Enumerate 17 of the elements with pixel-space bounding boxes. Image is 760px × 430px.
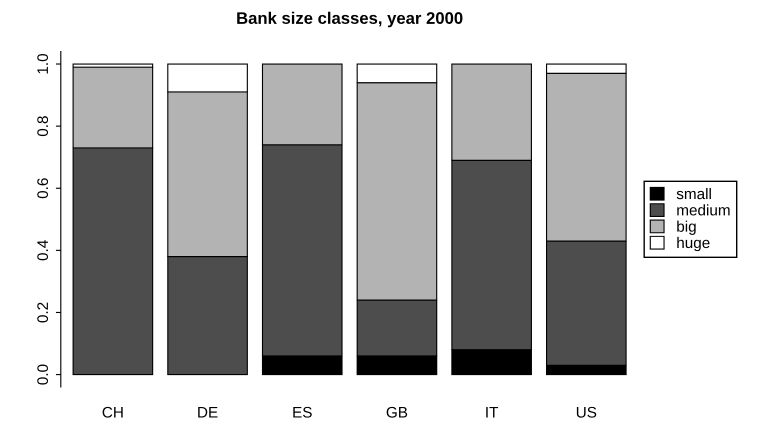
x-tick-label: CH	[102, 406, 123, 418]
x-tick-label: GB	[386, 406, 408, 418]
chart-title: Bank size classes, year 2000	[237, 12, 462, 28]
y-tick-label: 1.0	[37, 54, 48, 74]
y-tick-label: 0.6	[37, 178, 48, 198]
x-tick-label: IT	[486, 407, 498, 418]
x-tick-label: US	[576, 406, 596, 418]
x-tick-label: DE	[198, 407, 218, 418]
y-tick-label: 0.0	[37, 364, 48, 385]
legend-label: big	[677, 220, 696, 235]
y-tick-label: 0.4	[37, 240, 48, 260]
y-tick-label: 0.2	[37, 302, 48, 322]
x-tick-label: ES	[293, 406, 312, 418]
legend-label: huge	[677, 236, 710, 252]
legend-label: medium	[677, 204, 730, 216]
legend-label: small	[676, 188, 711, 200]
y-tick-label: 0.8	[37, 116, 48, 136]
